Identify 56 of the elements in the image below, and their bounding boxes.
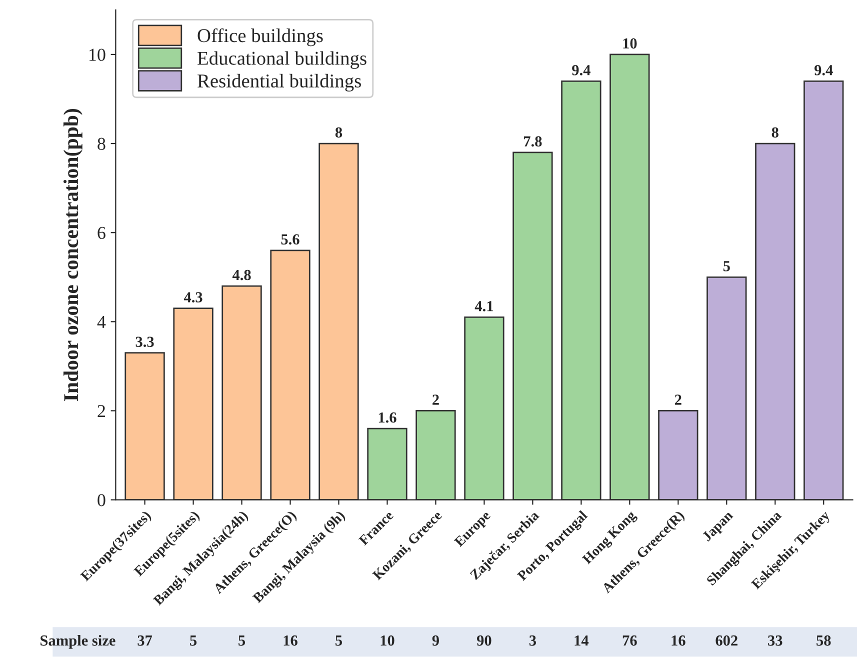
bar — [124, 352, 165, 500]
text: 5 — [238, 636, 246, 646]
legend-label: Educational buildings — [198, 51, 366, 69]
y-tick-label: 0 — [98, 494, 106, 506]
bar — [610, 54, 650, 500]
text: 33 — [768, 635, 782, 646]
data-label: 10 — [623, 38, 637, 49]
data-label: 2 — [674, 394, 682, 405]
bar — [658, 410, 698, 500]
data-label: 5.6 — [281, 234, 300, 245]
y-tick-label: 6 — [98, 226, 106, 240]
data-label: 3.3 — [136, 336, 154, 348]
text: 5 — [190, 636, 197, 646]
text: 76 — [622, 635, 637, 646]
data-label: 4.8 — [232, 270, 251, 280]
bar — [416, 410, 456, 500]
bar — [561, 80, 602, 500]
y-tick-label: 4 — [97, 316, 106, 328]
bar — [270, 250, 310, 500]
text: 16 — [284, 635, 298, 646]
data-label: 2 — [432, 394, 439, 405]
text: 5 — [336, 636, 342, 646]
y-axis-title: Indoor ozone concentration(ppb) — [63, 108, 82, 401]
data-label: 4.3 — [184, 292, 202, 302]
text: Sample size — [40, 634, 116, 649]
text: 602 — [716, 635, 738, 646]
bar — [173, 308, 214, 500]
data-label: 4.1 — [474, 301, 493, 312]
bar — [318, 142, 359, 500]
data-label: 5 — [723, 261, 730, 272]
bar — [706, 276, 747, 500]
y-tick-label: 8 — [98, 138, 106, 150]
data-label: 1.6 — [378, 412, 396, 423]
legend-label: Residential buildings — [198, 74, 361, 92]
data-label: 8 — [772, 127, 778, 138]
text: 3 — [529, 635, 536, 646]
text: 58 — [816, 635, 831, 646]
bar — [512, 152, 553, 500]
legend-label: Office buildings — [198, 28, 323, 46]
text: 10 — [380, 635, 394, 646]
bar — [464, 316, 504, 500]
bar — [804, 80, 844, 500]
data-label: 9.4 — [572, 65, 590, 76]
text: 14 — [574, 635, 589, 646]
text: 90 — [476, 635, 492, 646]
data-label: 7.8 — [524, 136, 542, 147]
text: 16 — [672, 635, 686, 646]
data-label: 8 — [335, 127, 342, 138]
bar — [367, 428, 408, 500]
y-tick-label: 2 — [98, 405, 105, 418]
bar — [222, 285, 262, 500]
y-tick-label: 10 — [90, 48, 106, 61]
text: 9 — [432, 635, 439, 646]
text: 37 — [138, 635, 152, 646]
bar — [755, 142, 796, 500]
data-label: 9.4 — [814, 65, 833, 76]
